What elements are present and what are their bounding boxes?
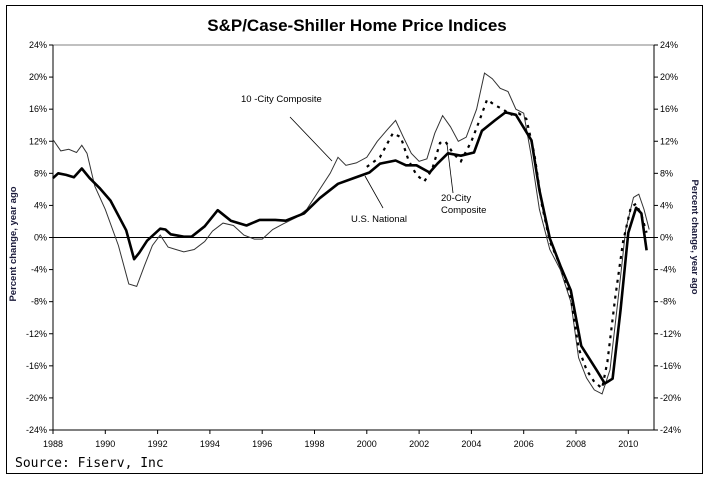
y-axis-title-right: Percent change, year ago [689, 179, 700, 294]
annotations: 10 -City Composite U.S. National 20-City… [241, 94, 486, 225]
y-tick-label-right: -12% [660, 329, 681, 339]
right-y-axis: 24% 20% 16% 12% 8% 4% 0% -4% -8% -12% -16% -20% -24% [654, 40, 681, 435]
chart: S&P/Case-Shiller Home Price Indices 24%2… [8, 16, 700, 471]
y-tick-label-left: -24% [26, 425, 47, 435]
series-layer [52, 72, 650, 395]
y-tick-label-right: 24% [660, 40, 678, 50]
y-tick-label-left: -8% [31, 297, 47, 307]
annotation-us-national: U.S. National [351, 214, 407, 225]
x-tick-label: 1996 [252, 439, 272, 449]
series-line-u-s-national [52, 111, 648, 385]
y-tick-label-left: -20% [26, 393, 47, 403]
y-tick-label-left: -4% [31, 265, 47, 275]
y-axis-title-left: Percent change, year ago [8, 186, 19, 301]
y-tick-label-right: 12% [660, 136, 678, 146]
y-tick-label-left: 24% [29, 40, 47, 50]
annotation-20-city-line2: Composite [441, 205, 486, 216]
y-tick-label-left: 12% [29, 136, 47, 146]
annotation-20-city-line1: 20-City [441, 193, 471, 204]
x-tick-label: 2008 [566, 439, 586, 449]
annotation-arrow-20-city [446, 143, 454, 194]
annotation-10-city: 10 -City Composite [241, 94, 322, 105]
left-y-axis: 24% 20% 16% 12% 8% 4% 0% -4% -8% -12% -16% -20% -24% [26, 40, 53, 435]
x-tick-label: 1998 [304, 439, 324, 449]
x-tick-label: 2000 [357, 439, 377, 449]
chart-frame: S&P/Case-Shiller Home Price Indices 24% 2… [6, 5, 703, 474]
y-tick-label-right: -16% [660, 361, 681, 371]
plot-area [52, 44, 655, 431]
x-tick-label: 2006 [514, 439, 534, 449]
x-tick-label: 1988 [43, 439, 63, 449]
source-note: Source: Fiserv, Inc [15, 456, 164, 471]
y-tick-label-left: 16% [29, 104, 47, 114]
x-tick-label: 2004 [461, 439, 481, 449]
y-tick-label-left: -16% [26, 361, 47, 371]
y-tick-label-right: 0% [660, 233, 673, 243]
y-tick-label-right: 4% [660, 200, 673, 210]
y-tick-label-left: -12% [26, 329, 47, 339]
y-tick-label-right: 16% [660, 104, 678, 114]
y-tick-label-right: -8% [660, 297, 676, 307]
y-tick-label-right: 20% [660, 72, 678, 82]
series-line-20-city-composite [366, 97, 648, 391]
y-tick-label-right: -4% [660, 265, 676, 275]
x-tick-label: 2002 [409, 439, 429, 449]
x-tick-label: 1992 [148, 439, 168, 449]
x-tick-label: 2010 [618, 439, 638, 449]
annotation-arrow-us-national [364, 175, 384, 209]
y-tick-label-left: 0% [34, 233, 47, 243]
chart-title: S&P/Case-Shiller Home Price Indices [207, 16, 507, 35]
y-tick-label-left: 8% [34, 168, 47, 178]
x-tick-label: 1990 [95, 439, 115, 449]
y-tick-label-left: 4% [34, 200, 47, 210]
y-tick-label-right: -20% [660, 393, 681, 403]
x-axis: 1988 1990 1992 1994 1996 1998 2000 2002 2004 2006… [43, 430, 638, 449]
y-tick-label-right: -24% [660, 425, 681, 435]
annotation-arrow-10-city [289, 116, 333, 162]
series-line-10-city-composite [52, 72, 650, 395]
y-tick-label-left: 20% [29, 72, 47, 82]
y-tick-label-right: 8% [660, 168, 673, 178]
x-tick-label: 1994 [200, 439, 220, 449]
